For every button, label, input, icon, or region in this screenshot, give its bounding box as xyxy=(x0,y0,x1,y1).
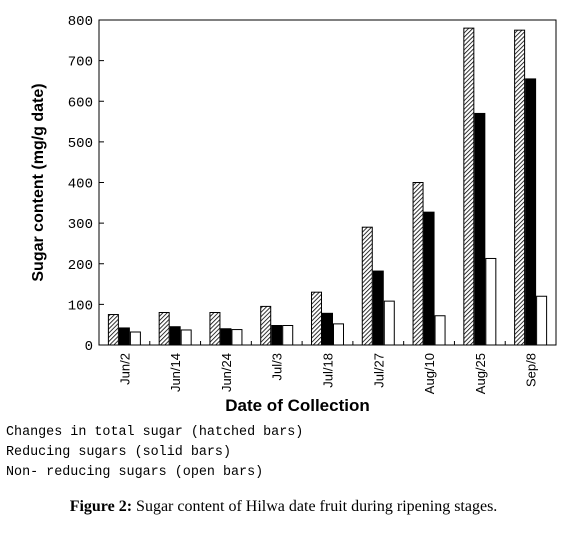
bar-reducing-sugar xyxy=(423,211,435,346)
note-non-reducing-sugars: Non- reducing sugars (open bars) xyxy=(6,465,264,480)
bar-total-sugar xyxy=(412,182,424,346)
x-tick-label: Aug/25 xyxy=(473,353,488,394)
bar-reducing-sugar xyxy=(220,328,232,346)
bar-reducing-sugar xyxy=(271,325,283,346)
bar-non-reducing-sugar xyxy=(333,323,344,346)
bar-reducing-sugar xyxy=(118,327,130,346)
bar-non-reducing-sugar xyxy=(434,315,446,346)
y-tick-label: 500 xyxy=(68,136,93,152)
figure-label: Figure 2: xyxy=(69,498,133,515)
x-axis-ticks: Jun/2 Jun/14 Jun/24 Jul/3 Jul/18 Jul/27 Aug/10… xyxy=(117,341,557,394)
bar-total-sugar xyxy=(209,312,221,346)
bar-non-reducing-sugar xyxy=(129,331,141,346)
plot-frame xyxy=(98,19,557,346)
note-total-sugar: Changes in total sugar (hatched bars) xyxy=(6,425,304,440)
y-tick-label: 700 xyxy=(68,55,93,71)
y-axis-ticks: 0 100 200 300 400 500 600 700 800 xyxy=(68,14,104,355)
y-tick-label: 200 xyxy=(68,258,93,274)
x-tick-label: Aug/10 xyxy=(422,353,437,394)
bar-non-reducing-sugar xyxy=(180,329,192,346)
bar-reducing-sugar xyxy=(322,312,333,346)
bar-non-reducing-sugar xyxy=(282,325,294,346)
bar-non-reducing-sugar xyxy=(536,295,548,346)
y-axis-label: Sugar content (mg/g date) xyxy=(30,83,47,281)
bar-total-sugar xyxy=(514,29,526,346)
bars xyxy=(107,27,548,346)
x-axis-label: Date of Collection xyxy=(225,396,370,415)
bar-non-reducing-sugar xyxy=(231,329,243,346)
bar-reducing-sugar xyxy=(169,326,181,346)
x-tick-label: Sep/8 xyxy=(524,353,539,387)
y-tick-label: 800 xyxy=(68,14,93,30)
x-tick-label: Jul/27 xyxy=(371,353,386,388)
x-tick-label: Jun/2 xyxy=(117,353,132,385)
bar-total-sugar xyxy=(311,291,322,346)
y-tick-label: 600 xyxy=(68,95,93,111)
bar-reducing-sugar xyxy=(525,78,537,346)
note-reducing-sugars: Reducing sugars (solid bars) xyxy=(6,445,231,460)
bar-total-sugar xyxy=(107,314,119,346)
figure-caption-text: Sugar content of Hilwa date fruit during… xyxy=(132,498,498,515)
bar-non-reducing-sugar xyxy=(485,257,497,346)
bar-reducing-sugar xyxy=(372,270,384,346)
bar-total-sugar xyxy=(260,305,272,346)
x-tick-label: Jul/3 xyxy=(270,353,285,380)
x-tick-label: Jun/24 xyxy=(219,353,234,392)
y-tick-label: 0 xyxy=(85,339,93,355)
x-tick-label: Jun/14 xyxy=(168,353,183,392)
y-tick-label: 400 xyxy=(68,177,93,193)
bar-total-sugar xyxy=(158,312,170,346)
bar-total-sugar xyxy=(361,226,373,346)
x-tick-label: Jul/18 xyxy=(321,353,336,388)
bar-reducing-sugar xyxy=(474,112,486,346)
bar-total-sugar xyxy=(463,27,475,346)
y-tick-label: 300 xyxy=(68,217,93,233)
legend-notes: Changes in total sugar (hatched bars) Re… xyxy=(6,423,303,483)
figure-caption: Figure 2: Sugar content of Hilwa date fr… xyxy=(0,498,567,516)
y-tick-label: 100 xyxy=(68,298,93,314)
bar-non-reducing-sugar xyxy=(383,300,395,346)
